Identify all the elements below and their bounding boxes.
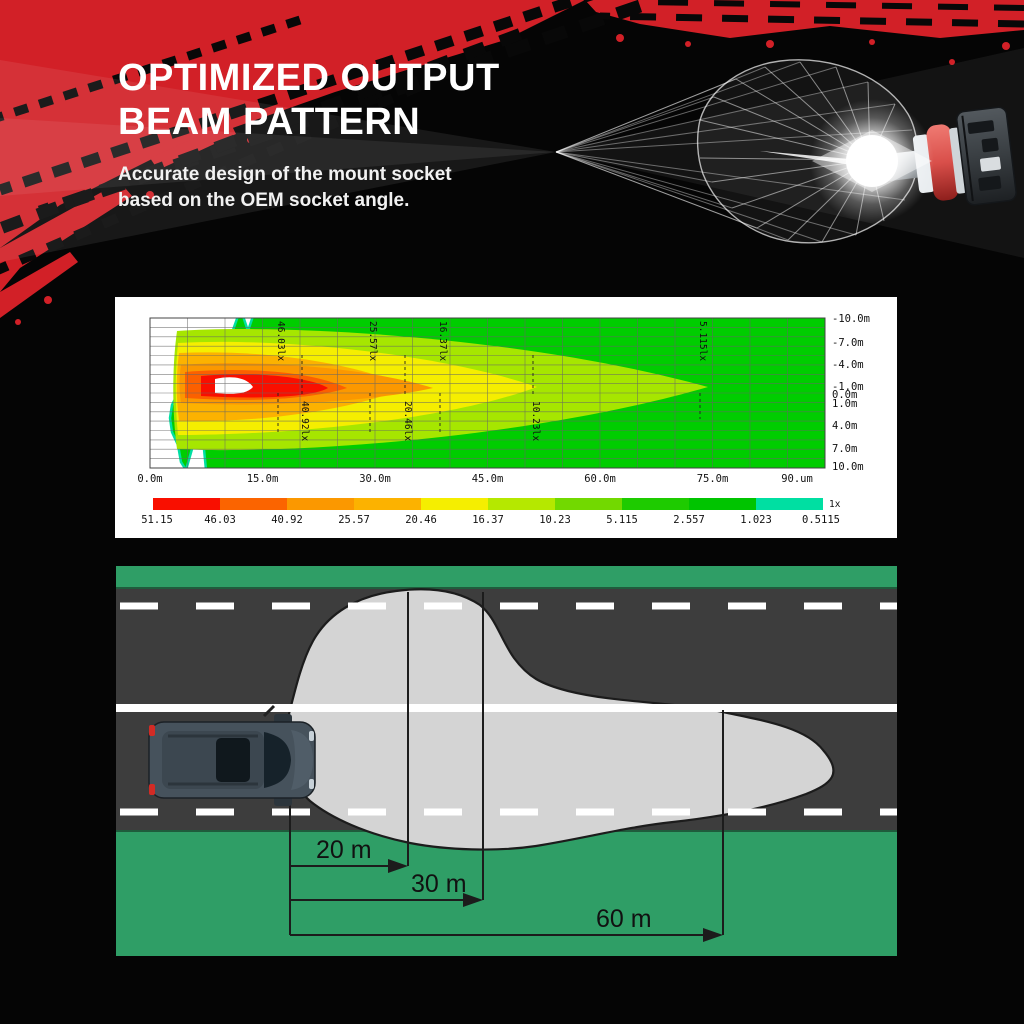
x-tick: 45.0m [472, 473, 504, 485]
legend-swatch [555, 498, 622, 510]
arrowhead-30m [463, 893, 483, 907]
road-diagram-panel: 20 m 30 m 60 m [116, 566, 897, 956]
headlight-beam-footprint [285, 588, 835, 851]
y-tick: -10.0m [832, 313, 870, 325]
legend-swatch [220, 498, 287, 510]
y-tick: 1.0m [832, 398, 857, 410]
legend-value: 16.37 [472, 514, 504, 526]
page-subtitle: Accurate design of the mount socket base… [118, 162, 500, 214]
car-top-view [148, 704, 316, 806]
label-30m: 30 m [411, 870, 467, 898]
legend-swatch [287, 498, 354, 510]
iso-label-46: 46.03lx [275, 321, 286, 361]
legend-value: 20.46 [405, 514, 437, 526]
legend-colorbar: 1x [153, 498, 841, 510]
legend-swatch [153, 498, 220, 510]
iso-value-annotations: 46.03lx 25.57lx 16.37lx 5.115lx 40.92lx … [275, 321, 708, 441]
tire-track-texture [0, 0, 1024, 275]
car-antenna [262, 704, 276, 718]
y-axis-labels: -10.0m -7.0m -4.0m -1.0m 0.0m 1.0m 4.0m … [832, 313, 870, 473]
isolux-chart: 46.03lx 25.57lx 16.37lx 5.115lx 40.92lx … [137, 313, 870, 526]
page-title: OPTIMIZED OUTPUT BEAM PATTERN [118, 56, 500, 144]
contour-hot-core [215, 377, 253, 394]
iso-label-10: 10.23lx [530, 401, 541, 441]
car-hood [291, 730, 313, 790]
label-20m: 20 m [316, 836, 372, 864]
legend-unit: 1x [829, 499, 841, 510]
center-line [116, 704, 897, 712]
x-tick: 30.0m [359, 473, 391, 485]
legend-value: 0.5115 [802, 514, 840, 526]
y-tick: -1.0m [832, 381, 864, 393]
header: OPTIMIZED OUTPUT BEAM PATTERN Accurate d… [118, 56, 500, 215]
subtitle-line-1: Accurate design of the mount socket [118, 164, 452, 186]
label-60m: 60 m [596, 905, 652, 933]
arrowhead-20m [388, 859, 408, 873]
red-brush-stroke [0, 0, 1024, 325]
legend-swatch [622, 498, 689, 510]
iso-label-40: 40.92lx [299, 401, 310, 441]
legend-value: 40.92 [271, 514, 303, 526]
legend-swatch [354, 498, 421, 510]
header-decor-graphic [0, 0, 1024, 325]
y-tick: 10.0m [832, 461, 864, 473]
legend-value: 51.15 [141, 514, 173, 526]
iso-label-16: 16.37lx [437, 321, 448, 361]
distance-labels: 20 m 30 m 60 m [316, 836, 652, 933]
car-taillight-bottom [149, 784, 155, 795]
title-line-2: BEAM PATTERN [118, 101, 421, 144]
light-source-glow [760, 99, 934, 223]
x-axis-labels: 0.0m 15.0m 30.0m 45.0m 60.0m 75.0m 90.um [137, 473, 812, 485]
legend-value: 46.03 [204, 514, 236, 526]
x-tick: 0.0m [137, 473, 162, 485]
legend-value: 10.23 [539, 514, 571, 526]
legend-value: 1.023 [740, 514, 772, 526]
x-tick: 60.0m [584, 473, 616, 485]
subtitle-line-2: based on the OEM socket angle. [118, 190, 410, 212]
road-diagram: 20 m 30 m 60 m [116, 566, 897, 956]
plot-border [149, 317, 826, 469]
arrowhead-60m [703, 928, 723, 942]
lane-markings [116, 602, 897, 816]
title-line-1: OPTIMIZED OUTPUT [118, 57, 500, 99]
y-tick: 4.0m [832, 420, 857, 432]
car-headlight-bottom [309, 779, 314, 789]
y-tick: -4.0m [832, 359, 864, 371]
iso-label-25: 25.57lx [367, 321, 378, 361]
x-tick: 90.um [781, 473, 813, 485]
x-tick: 15.0m [247, 473, 279, 485]
iso-label-20: 20.46lx [402, 401, 413, 441]
legend-value: 5.115 [606, 514, 638, 526]
y-tick: -7.0m [832, 337, 864, 349]
iso-label-5: 5.115lx [697, 321, 708, 361]
car-taillight-top [149, 725, 155, 736]
isolux-chart-panel: 46.03lx 25.57lx 16.37lx 5.115lx 40.92lx … [115, 297, 897, 538]
y-tick: 7.0m [832, 443, 857, 455]
x-tick: 75.0m [697, 473, 729, 485]
y-tick: 0.0m [832, 389, 857, 401]
legend-value: 2.557 [673, 514, 705, 526]
legend-swatch [421, 498, 488, 510]
legend-swatch [689, 498, 756, 510]
car-sunroof [216, 738, 250, 782]
legend-swatch [488, 498, 555, 510]
legend-value: 25.57 [338, 514, 370, 526]
legend-swatch [756, 498, 823, 510]
distance-measurements [289, 592, 724, 936]
grid-lines [149, 317, 826, 469]
car-headlight-top [309, 731, 314, 741]
arrowheads [388, 859, 723, 942]
legend-value-labels: 51.15 46.03 40.92 25.57 20.46 16.37 10.2… [141, 514, 840, 526]
car-windshield [264, 732, 291, 788]
